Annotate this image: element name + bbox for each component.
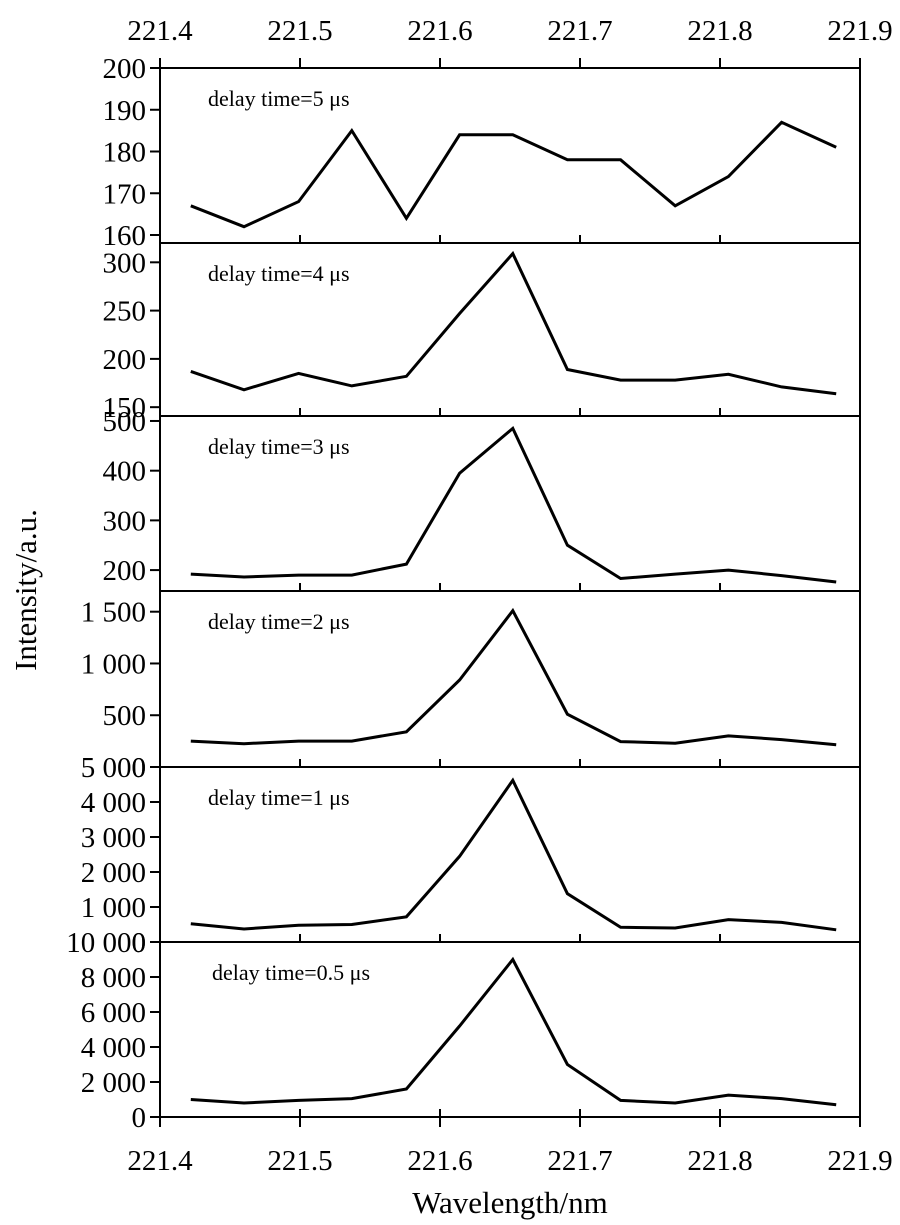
y-tick-label: 6 000 xyxy=(81,997,146,1029)
y-tick-label: 4 000 xyxy=(81,1032,146,1064)
panel-annotation: delay time=3 μs xyxy=(208,434,350,459)
bottom-x-tick-label: 221.8 xyxy=(687,1145,752,1177)
panel-annotation: delay time=2 μs xyxy=(208,609,350,634)
panel-annotation: delay time=0.5 μs xyxy=(212,960,370,985)
y-tick-label: 180 xyxy=(103,137,147,169)
panel-3: 200 300 400 500 delay time=3 μs xyxy=(103,406,861,592)
y-tick-label: 200 xyxy=(103,53,147,85)
panel-annotation: delay time=5 μs xyxy=(208,86,350,111)
bottom-x-tick-label: 221.6 xyxy=(407,1145,472,1177)
y-tick-label: 150 xyxy=(103,392,147,424)
y-tick-label: 190 xyxy=(103,95,147,127)
y-tick-label: 300 xyxy=(103,247,147,279)
panel-stack: 160 170 180 190 200 delay time=5 μs 150 200 250 3… xyxy=(66,53,861,1134)
y-tick-label: 300 xyxy=(103,505,147,537)
y-axis-title: Intensity/a.u. xyxy=(8,509,43,671)
y-tick-label: 160 xyxy=(103,220,147,252)
top-x-tick-label: 221.6 xyxy=(407,15,472,47)
x-axis-title: Wavelength/nm xyxy=(412,1185,608,1220)
y-tick-label: 2 000 xyxy=(81,1067,146,1099)
top-x-tick-label: 221.5 xyxy=(267,15,332,47)
panel-4: 0 500 1 000 1 500 delay time=2 μs xyxy=(81,590,861,784)
series-line xyxy=(190,777,837,932)
bottom-x-tick-label: 221.9 xyxy=(827,1145,892,1177)
y-tick-label: 4 000 xyxy=(81,787,146,819)
series-line xyxy=(190,425,837,584)
top-x-tick-label: 221.8 xyxy=(687,15,752,47)
panel-frame xyxy=(159,941,861,1118)
y-tick-label: 2 000 xyxy=(81,857,146,889)
series-line xyxy=(190,250,837,396)
bottom-x-tick-label: 221.7 xyxy=(547,1145,612,1177)
top-x-tick-label: 221.4 xyxy=(127,15,193,47)
y-tick-label: 400 xyxy=(103,456,147,488)
y-tick-label: 0 xyxy=(132,1102,147,1134)
top-x-axis: 221.4 221.5 221.6 221.7 221.8 221.9 xyxy=(127,15,893,68)
top-x-tick-label: 221.7 xyxy=(547,15,612,47)
y-tick-label: 3 000 xyxy=(81,822,146,854)
y-tick-label: 1 000 xyxy=(81,648,146,680)
y-tick-label: 5 000 xyxy=(81,752,146,784)
y-tick-label: 200 xyxy=(103,344,147,376)
y-tick-label: 1 500 xyxy=(81,597,146,629)
y-tick-label: 500 xyxy=(103,406,147,438)
y-tick-label: 0 xyxy=(132,752,147,784)
y-tick-label: 1 000 xyxy=(81,892,146,924)
bottom-x-tick-label: 221.5 xyxy=(267,1145,332,1177)
panel-annotation: delay time=1 μs xyxy=(208,785,350,810)
series-line xyxy=(190,120,837,229)
y-tick-label: 250 xyxy=(103,296,147,328)
bottom-x-tick-label: 221.4 xyxy=(127,1145,193,1177)
panel-1: 160 170 180 190 200 delay time=5 μs xyxy=(103,53,861,252)
panel-2: 150 200 250 300 delay time=4 μs xyxy=(103,242,861,424)
panel-annotation: delay time=4 μs xyxy=(208,261,350,286)
top-x-tick-label: 221.9 xyxy=(827,15,892,47)
y-tick-label: 200 xyxy=(103,555,147,587)
y-tick-label: 8 000 xyxy=(81,962,146,994)
y-tick-label: 500 xyxy=(103,700,147,732)
series-line xyxy=(190,956,837,1107)
series-line xyxy=(190,607,837,747)
y-tick-label: 170 xyxy=(103,178,147,210)
y-tick-label: 10 000 xyxy=(66,927,146,959)
bottom-x-axis: 221.4 221.5 221.6 221.7 221.8 221.9 xyxy=(127,1117,893,1177)
y-tick-label: 0 xyxy=(132,927,147,959)
